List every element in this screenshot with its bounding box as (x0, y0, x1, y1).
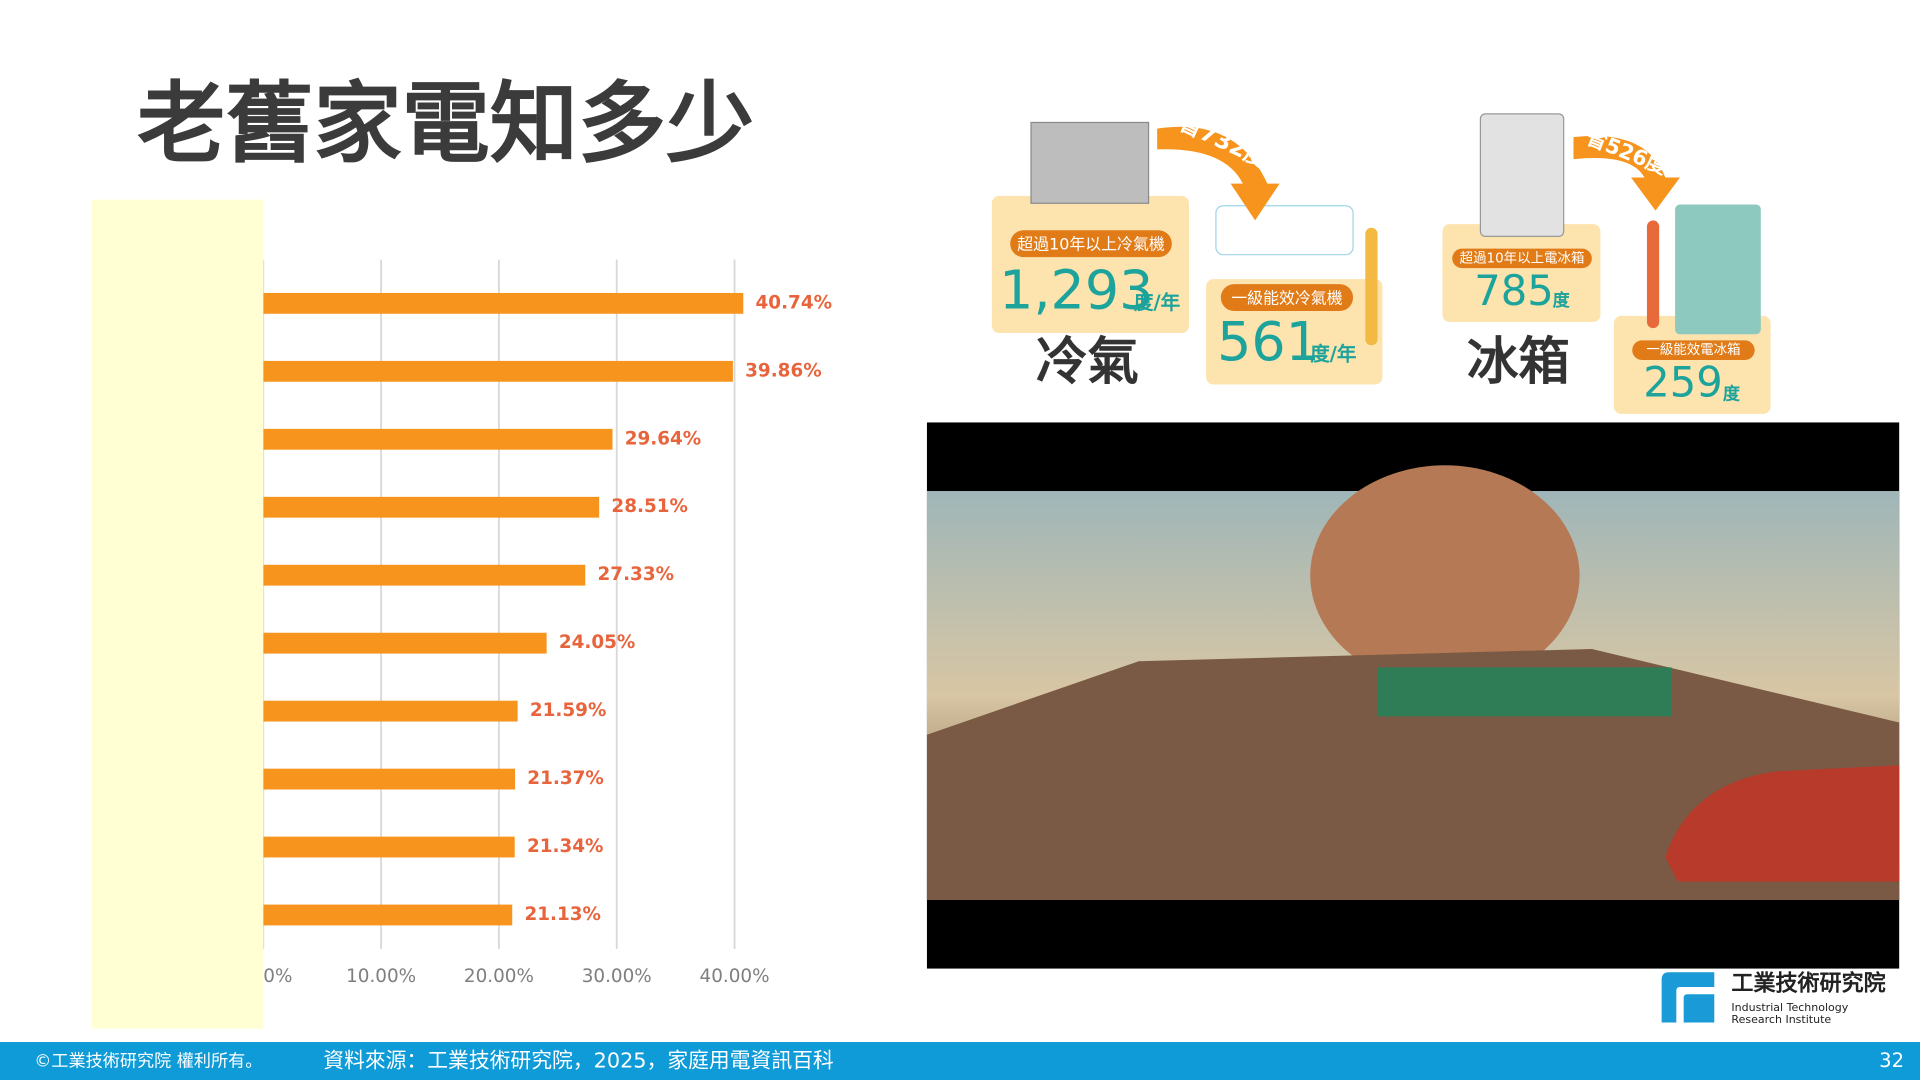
pill (1632, 340, 1755, 360)
value-label: 24.05% (559, 632, 635, 653)
value-label: 21.59% (530, 700, 606, 721)
value-label: 40.74% (756, 292, 832, 313)
old-unit: 度 (1553, 290, 1571, 311)
x-tick-label: 40.00% (700, 966, 770, 987)
footer-copyright: ©工業技術研究院 權利所有。 (34, 1052, 262, 1072)
bar (263, 564, 586, 586)
label-cover (91, 199, 264, 1029)
bar-chart: 0.00% 10.00% 20.00% 30.00% 40.00%40.74%39.86… (234, 259, 832, 987)
value-label: 21.34% (527, 836, 603, 857)
logo: 工業技術研究院 Industrial Technology Research I… (1661, 970, 1886, 1026)
new-unit: 度 (1723, 383, 1741, 404)
value-label: 29.64% (625, 428, 701, 449)
appliance-name: 冷氣 (1036, 332, 1139, 392)
new-label: 一級能效電冰箱 (1646, 342, 1740, 358)
logo-en: Research Institute (1731, 1013, 1831, 1026)
bar (263, 904, 513, 926)
old-amount: 1,293 (999, 259, 1153, 322)
bar (263, 836, 515, 858)
value-label: 39.86% (745, 360, 821, 381)
bar (263, 360, 733, 382)
old-unit: 度/年 (1134, 291, 1181, 314)
bar (263, 428, 613, 450)
pill (1220, 284, 1354, 312)
logo-mark (1661, 972, 1715, 1023)
bar (263, 768, 516, 790)
logo-name: 工業技術研究院 (1731, 970, 1885, 996)
red-car (1665, 765, 1900, 882)
bar (263, 700, 518, 722)
bar (263, 496, 600, 518)
new-amount: 561 (1217, 310, 1320, 373)
old-ac-icon (1030, 121, 1150, 204)
value-label: 21.37% (527, 768, 603, 789)
value-label: 21.13% (524, 904, 600, 925)
arrow (1157, 126, 1280, 221)
old-fridge-icon (1479, 113, 1565, 237)
old-ac-box (991, 195, 1189, 334)
video-frame (926, 422, 1900, 969)
x-tick-label: 10.00% (346, 966, 416, 987)
x-tick-label: 20.00% (464, 966, 534, 987)
value-label: 28.51% (611, 496, 687, 517)
page-number: 32 (1879, 1049, 1904, 1072)
new-label: 一級能效冷氣機 (1231, 288, 1342, 307)
old-amount: 785 (1474, 266, 1553, 315)
new-fridge-icon (1675, 204, 1761, 335)
logo-en: Industrial Technology (1731, 1001, 1848, 1014)
appliance-name: 冰箱 (1467, 332, 1570, 392)
footer-source: 資料來源：工業技術研究院，2025，家庭用電資訊百科 (323, 1049, 834, 1073)
arrow (1573, 135, 1680, 211)
old-label: 超過10年以上電冰箱 (1460, 250, 1585, 266)
thermometer (1365, 227, 1378, 346)
footer-bar (0, 1042, 1920, 1080)
bar (263, 632, 547, 654)
value-label: 27.33% (598, 564, 674, 585)
fridge-infographic: 省526度 超過10年以上電冰箱 785 度 冰箱 一級能效電冰箱 259 度 (1442, 113, 1771, 414)
face (1310, 465, 1580, 686)
shop-sign (1377, 667, 1672, 717)
new-unit: 度/年 (1310, 343, 1357, 366)
ac-infographic: 年省732度 超過10年以上冷氣機 1,293 度/年 冷氣 一級能效冷氣機 5… (991, 99, 1383, 392)
pill (1452, 248, 1592, 269)
new-ac-icon (1215, 205, 1354, 256)
slide-title: 老舊家電知多少 (137, 72, 754, 175)
old-label: 超過10年以上冷氣機 (1017, 234, 1165, 253)
new-amount: 259 (1643, 358, 1722, 407)
x-tick-label: 30.00% (582, 966, 652, 987)
thermometer (1646, 220, 1660, 329)
pill (1010, 230, 1172, 258)
bar (263, 292, 744, 314)
